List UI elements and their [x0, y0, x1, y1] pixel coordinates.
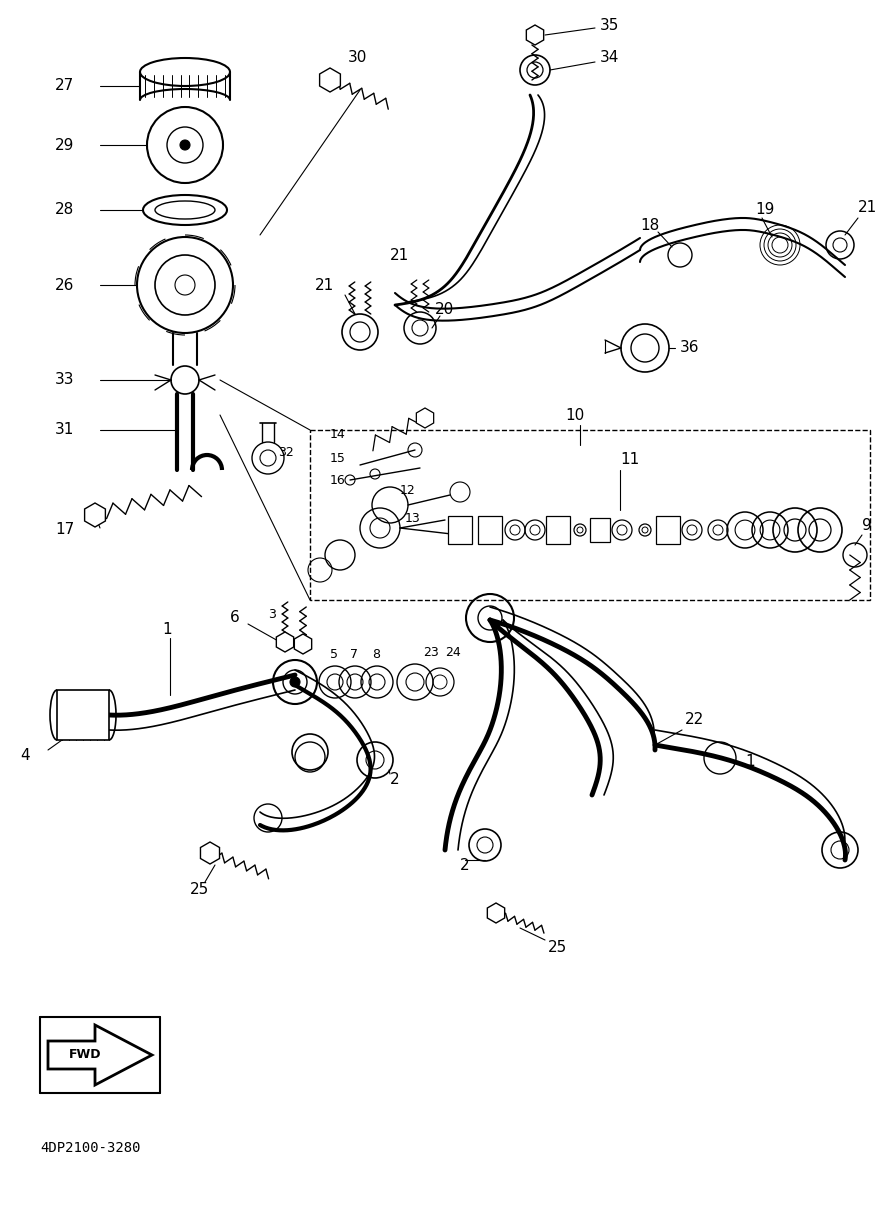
Text: 21: 21 — [858, 201, 878, 215]
Text: 5: 5 — [330, 647, 338, 661]
Text: 9: 9 — [862, 517, 871, 533]
Circle shape — [290, 676, 300, 687]
Polygon shape — [276, 632, 294, 652]
Bar — [448, 516, 472, 545]
Polygon shape — [200, 842, 220, 864]
Text: 23: 23 — [423, 645, 439, 658]
Text: 21: 21 — [390, 248, 409, 262]
Polygon shape — [526, 25, 544, 45]
Text: 14: 14 — [330, 429, 345, 441]
Text: 18: 18 — [640, 217, 659, 232]
Text: 32: 32 — [278, 447, 294, 459]
Text: 15: 15 — [330, 452, 346, 465]
Text: 4DP2100-3280: 4DP2100-3280 — [40, 1142, 141, 1155]
Text: 30: 30 — [348, 51, 368, 65]
Bar — [478, 516, 502, 545]
Text: 8: 8 — [372, 647, 380, 661]
Polygon shape — [488, 904, 505, 923]
Circle shape — [322, 72, 338, 88]
Text: 35: 35 — [600, 17, 619, 33]
Text: 12: 12 — [400, 483, 416, 496]
Text: 31: 31 — [55, 423, 75, 437]
Text: 24: 24 — [445, 645, 461, 658]
Text: 28: 28 — [55, 203, 74, 217]
Text: 21: 21 — [315, 278, 335, 292]
Text: 11: 11 — [620, 453, 639, 467]
Text: 3: 3 — [268, 609, 276, 621]
Bar — [590, 518, 610, 542]
Text: 17: 17 — [55, 523, 74, 538]
Text: 2: 2 — [390, 772, 400, 788]
Text: 20: 20 — [435, 302, 454, 318]
Text: 33: 33 — [55, 372, 75, 388]
Text: 10: 10 — [565, 407, 584, 423]
Circle shape — [180, 140, 190, 150]
Text: 27: 27 — [55, 79, 74, 93]
Text: 29: 29 — [55, 138, 75, 152]
Polygon shape — [417, 408, 433, 428]
Bar — [310, 430, 870, 600]
Text: 4: 4 — [20, 748, 29, 762]
Polygon shape — [295, 634, 312, 654]
Text: 1: 1 — [162, 622, 172, 638]
Text: 2: 2 — [460, 858, 470, 872]
Bar — [546, 516, 570, 545]
Text: 16: 16 — [330, 474, 345, 487]
Text: 25: 25 — [190, 883, 209, 898]
Text: 25: 25 — [548, 941, 567, 956]
Text: 34: 34 — [600, 51, 619, 65]
Polygon shape — [48, 1026, 152, 1085]
Bar — [57, 690, 109, 741]
Text: 13: 13 — [405, 511, 421, 524]
Text: 1: 1 — [745, 755, 755, 769]
Text: 7: 7 — [350, 647, 358, 661]
Polygon shape — [85, 503, 105, 527]
Text: 19: 19 — [755, 203, 774, 217]
Text: FWD: FWD — [69, 1049, 101, 1062]
Text: 36: 36 — [680, 341, 700, 355]
Text: 22: 22 — [685, 713, 704, 727]
Bar — [656, 516, 680, 545]
Text: 6: 6 — [230, 610, 239, 626]
Text: 26: 26 — [55, 278, 75, 292]
Polygon shape — [320, 68, 340, 92]
